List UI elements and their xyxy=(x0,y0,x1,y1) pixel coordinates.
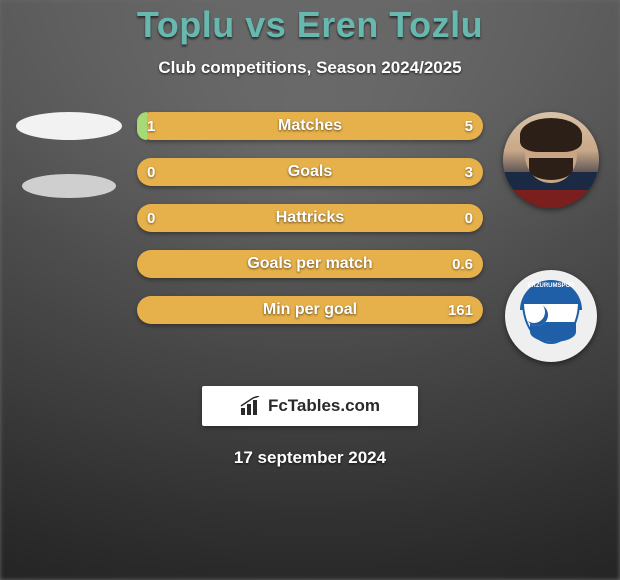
left-player-placeholder xyxy=(16,112,122,140)
left-player-column xyxy=(9,112,129,198)
bar-label: Matches xyxy=(137,117,483,135)
comparison-row: 1Matches5 0Goals3 0Hattricks0 Goals per mat… xyxy=(0,112,620,362)
crest-text: ERZURUMSPOR xyxy=(527,283,574,289)
avatar-hair xyxy=(520,118,582,152)
date-label: 17 september 2024 xyxy=(234,448,386,468)
stat-bars-column: 1Matches5 0Goals3 0Hattricks0 Goals per mat… xyxy=(137,112,483,324)
bar-label: Hattricks xyxy=(137,209,483,227)
right-player-column: ERZURUMSPOR xyxy=(491,112,611,362)
club-crest: ERZURUMSPOR xyxy=(518,280,584,352)
subtitle: Club competitions, Season 2024/2025 xyxy=(158,58,461,78)
page-title: Toplu vs Eren Tozlu xyxy=(137,4,483,46)
crest-body xyxy=(522,302,580,344)
source-badge[interactable]: FcTables.com xyxy=(202,386,418,426)
stat-bar: Goals per match0.6 xyxy=(137,250,483,278)
stat-bar: 0Hattricks0 xyxy=(137,204,483,232)
bar-chart-icon xyxy=(240,396,262,416)
content-wrapper: Toplu vs Eren Tozlu Club competitions, S… xyxy=(0,0,620,468)
right-club-logo: ERZURUMSPOR xyxy=(505,270,597,362)
left-club-placeholder xyxy=(22,174,116,198)
bar-label: Goals xyxy=(137,163,483,181)
right-player-avatar xyxy=(503,112,599,208)
badge-text: FcTables.com xyxy=(268,396,380,416)
bar-label: Goals per match xyxy=(137,255,483,273)
crest-ball xyxy=(526,304,548,326)
stat-bar: 1Matches5 xyxy=(137,112,483,140)
stat-bar: 0Goals3 xyxy=(137,158,483,186)
bar-label: Min per goal xyxy=(137,301,483,319)
avatar-beard xyxy=(529,158,573,180)
stat-bar: Min per goal161 xyxy=(137,296,483,324)
